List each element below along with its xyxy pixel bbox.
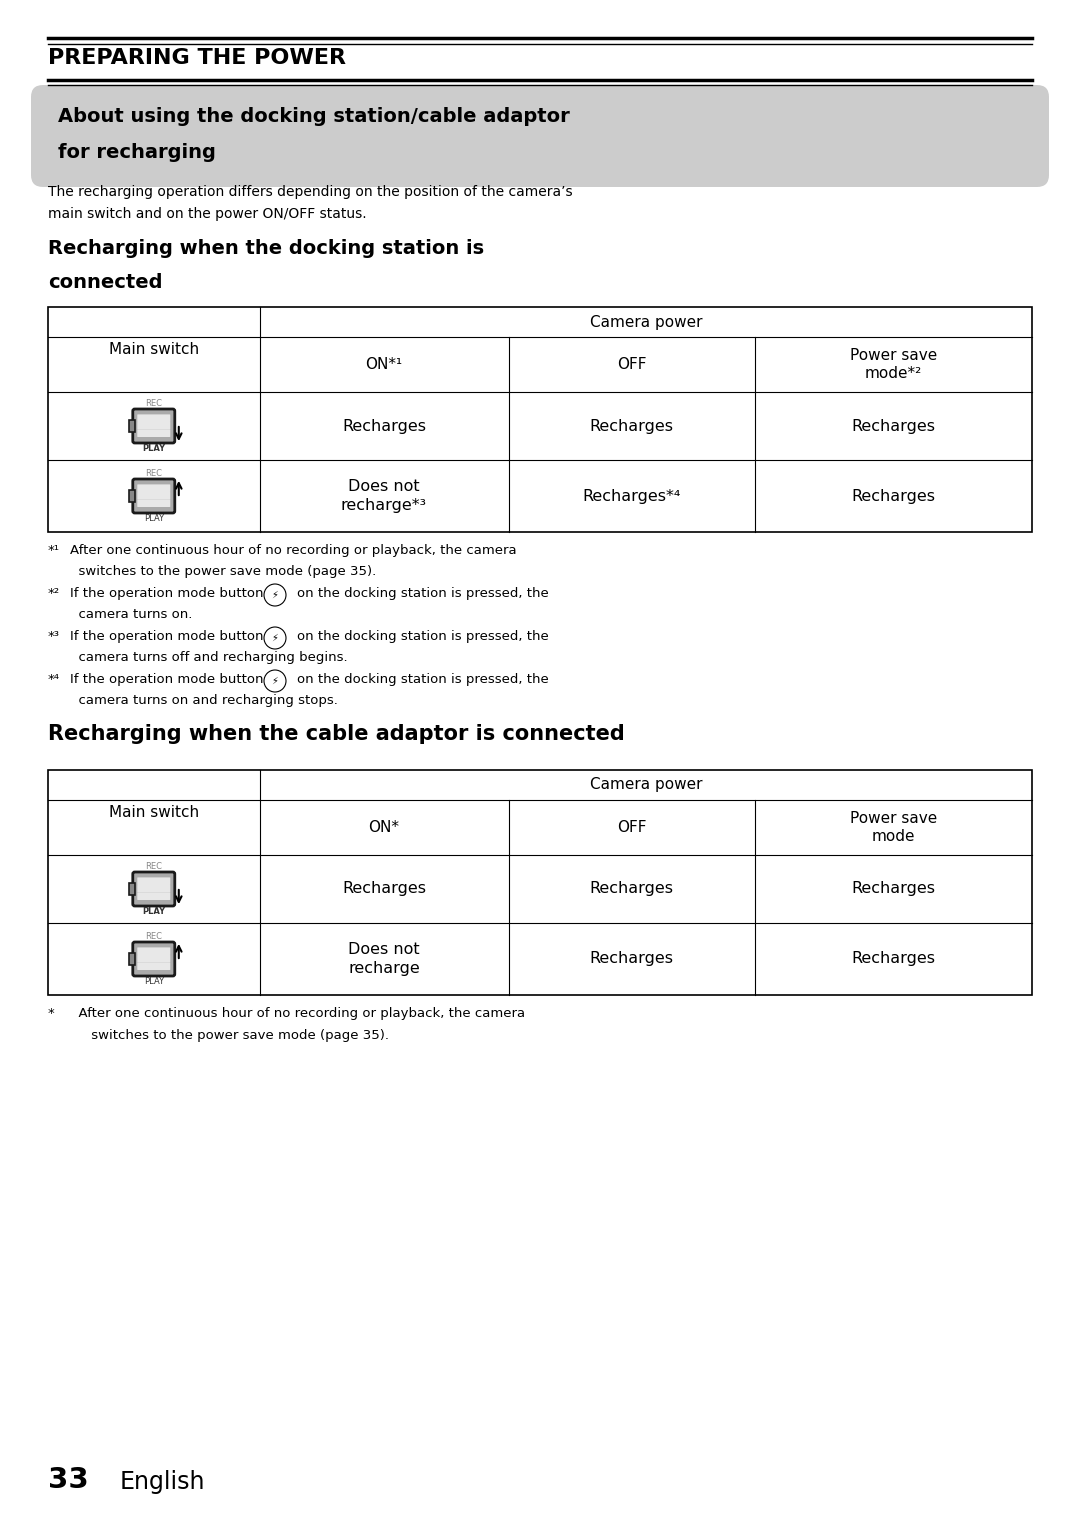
Text: REC: REC — [146, 932, 162, 942]
Text: *⁴: *⁴ — [48, 673, 60, 687]
Text: REC: REC — [146, 862, 162, 871]
Text: If the operation mode button: If the operation mode button — [70, 673, 264, 687]
Text: Main switch: Main switch — [109, 806, 199, 819]
Text: After one continuous hour of no recording or playback, the camera: After one continuous hour of no recordin… — [70, 543, 516, 557]
Text: Recharges: Recharges — [851, 882, 935, 896]
Bar — [129, 884, 135, 896]
FancyBboxPatch shape — [133, 942, 175, 977]
Text: Recharges: Recharges — [590, 882, 674, 896]
Circle shape — [264, 627, 286, 649]
FancyBboxPatch shape — [31, 85, 1049, 188]
Text: camera turns on and recharging stops.: camera turns on and recharging stops. — [70, 694, 338, 708]
FancyBboxPatch shape — [137, 948, 171, 955]
Text: Recharges: Recharges — [342, 882, 426, 896]
Text: Recharges: Recharges — [590, 418, 674, 433]
Text: Recharges: Recharges — [590, 952, 674, 966]
Text: PLAY: PLAY — [144, 514, 164, 523]
Text: Recharges: Recharges — [342, 418, 426, 433]
Text: camera turns on.: camera turns on. — [70, 609, 192, 621]
Text: English: English — [120, 1470, 205, 1494]
Text: ⚡: ⚡ — [271, 676, 279, 687]
Bar — [129, 954, 135, 964]
Text: Does not
recharge*³: Does not recharge*³ — [341, 479, 427, 513]
Bar — [48, 771, 1032, 995]
Text: *: * — [48, 1007, 55, 1019]
Text: Recharges: Recharges — [851, 952, 935, 966]
Text: switches to the power save mode (page 35).: switches to the power save mode (page 35… — [70, 1029, 389, 1042]
Text: ⚡: ⚡ — [271, 633, 279, 642]
Text: *³: *³ — [48, 630, 60, 642]
Circle shape — [264, 584, 286, 606]
Text: REC: REC — [146, 468, 162, 478]
FancyBboxPatch shape — [137, 421, 171, 429]
Text: REC: REC — [146, 398, 162, 407]
FancyBboxPatch shape — [133, 409, 175, 443]
FancyBboxPatch shape — [137, 499, 171, 507]
Text: on the docking station is pressed, the: on the docking station is pressed, the — [297, 588, 549, 600]
FancyBboxPatch shape — [133, 871, 175, 906]
FancyBboxPatch shape — [133, 479, 175, 513]
FancyBboxPatch shape — [137, 415, 171, 423]
Text: *¹: *¹ — [48, 543, 60, 557]
Text: About using the docking station/cable adaptor: About using the docking station/cable ad… — [58, 107, 570, 127]
Text: PLAY: PLAY — [143, 906, 165, 916]
Text: Power save
mode: Power save mode — [850, 810, 936, 844]
Text: on the docking station is pressed, the: on the docking station is pressed, the — [297, 673, 549, 687]
Bar — [129, 420, 135, 432]
Text: Does not
recharge: Does not recharge — [348, 942, 420, 975]
Text: main switch and on the power ON/OFF status.: main switch and on the power ON/OFF stat… — [48, 208, 366, 221]
Text: After one continuous hour of no recording or playback, the camera: After one continuous hour of no recordin… — [70, 1007, 525, 1019]
Text: OFF: OFF — [617, 819, 646, 835]
FancyBboxPatch shape — [137, 893, 171, 900]
Text: Recharges: Recharges — [851, 418, 935, 433]
FancyBboxPatch shape — [137, 963, 171, 971]
Circle shape — [264, 670, 286, 691]
Text: The recharging operation differs depending on the position of the camera’s: The recharging operation differs dependi… — [48, 185, 572, 198]
Text: *²: *² — [48, 588, 60, 600]
Bar — [48, 307, 1032, 533]
FancyBboxPatch shape — [137, 877, 171, 885]
Text: for recharging: for recharging — [58, 143, 216, 162]
Text: ON*¹: ON*¹ — [365, 357, 403, 372]
Text: Power save
mode*²: Power save mode*² — [850, 348, 936, 382]
Text: connected: connected — [48, 273, 162, 291]
Text: ON*: ON* — [368, 819, 400, 835]
Text: Recharges*⁴: Recharges*⁴ — [582, 488, 680, 504]
Text: OFF: OFF — [617, 357, 646, 372]
Text: PLAY: PLAY — [144, 977, 164, 986]
Text: ⚡: ⚡ — [271, 591, 279, 600]
FancyBboxPatch shape — [137, 491, 171, 499]
Text: 33: 33 — [48, 1466, 89, 1494]
Text: Recharging when the docking station is: Recharging when the docking station is — [48, 240, 484, 258]
Text: switches to the power save mode (page 35).: switches to the power save mode (page 35… — [70, 566, 376, 578]
FancyBboxPatch shape — [137, 955, 171, 963]
FancyBboxPatch shape — [137, 885, 171, 893]
Bar — [129, 490, 135, 502]
Text: Camera power: Camera power — [590, 314, 702, 330]
Text: PLAY: PLAY — [143, 444, 165, 453]
Text: If the operation mode button: If the operation mode button — [70, 588, 264, 600]
Text: Main switch: Main switch — [109, 342, 199, 357]
Text: Recharges: Recharges — [851, 488, 935, 504]
Text: Recharging when the cable adaptor is connected: Recharging when the cable adaptor is con… — [48, 723, 624, 745]
Text: camera turns off and recharging begins.: camera turns off and recharging begins. — [70, 652, 348, 664]
Text: on the docking station is pressed, the: on the docking station is pressed, the — [297, 630, 549, 642]
Text: Camera power: Camera power — [590, 778, 702, 792]
FancyBboxPatch shape — [137, 484, 171, 491]
FancyBboxPatch shape — [137, 429, 171, 436]
Text: If the operation mode button: If the operation mode button — [70, 630, 264, 642]
Text: PREPARING THE POWER: PREPARING THE POWER — [48, 47, 346, 67]
